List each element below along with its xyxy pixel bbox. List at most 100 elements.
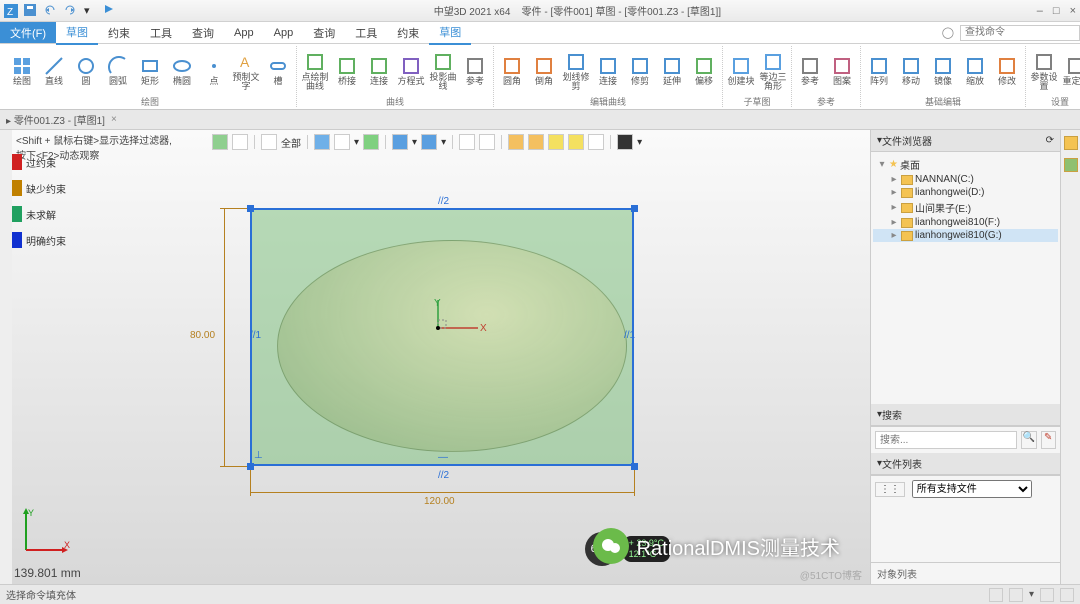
tool-icon[interactable] bbox=[232, 134, 248, 150]
file-filter-select[interactable]: 所有支持文件 bbox=[912, 480, 1032, 498]
dim-height[interactable]: 80.00 bbox=[190, 330, 215, 341]
undo-icon[interactable] bbox=[44, 4, 58, 18]
ribbon-button[interactable]: 绘图 bbox=[7, 48, 37, 94]
menu-tab-4[interactable]: App bbox=[264, 24, 304, 42]
ribbon-button[interactable]: 桥接 bbox=[332, 48, 362, 94]
menu-tab-3[interactable]: 查询 bbox=[303, 22, 345, 44]
ribbon-button[interactable]: 连接 bbox=[593, 48, 623, 94]
ribbon-button[interactable]: 槽 bbox=[263, 48, 293, 94]
tool-icon[interactable] bbox=[528, 134, 544, 150]
ribbon-button[interactable]: 镜像 bbox=[928, 48, 958, 94]
ribbon-button[interactable]: 椭圆 bbox=[167, 48, 197, 94]
menu-tab[interactable]: 草图 bbox=[56, 21, 98, 45]
minimize-button[interactable]: – bbox=[1037, 5, 1043, 17]
ribbon-button[interactable]: 修改 bbox=[992, 48, 1022, 94]
ribbon-button[interactable]: 圆弧 bbox=[103, 48, 133, 94]
dim-width[interactable]: 120.00 bbox=[424, 496, 455, 507]
tree-item[interactable]: ▸NANNAN(C:) bbox=[873, 173, 1058, 186]
tool-icon[interactable] bbox=[261, 134, 277, 150]
ribbon-button[interactable]: 方程式 bbox=[396, 48, 426, 94]
redo-icon[interactable] bbox=[64, 4, 78, 18]
close-button[interactable]: × bbox=[1070, 5, 1076, 17]
menu-tab-1[interactable]: 约束 bbox=[387, 22, 429, 44]
menu-tab[interactable]: 工具 bbox=[140, 22, 182, 44]
tree-item[interactable]: ▸lianhongwei(D:) bbox=[873, 186, 1058, 199]
tool-icon[interactable] bbox=[363, 134, 379, 150]
drive-tree[interactable]: ▾★桌面 ▸NANNAN(C:) ▸lianhongwei(D:) ▸山间果子(… bbox=[871, 152, 1060, 312]
view-mode-icon[interactable]: ⋮⋮ bbox=[875, 482, 905, 497]
ribbon-button[interactable]: 划线修剪 bbox=[561, 48, 591, 94]
tree-item[interactable]: ▸lianhongwei810(G:) bbox=[873, 229, 1058, 242]
tree-item[interactable]: ▸山间果子(E:) bbox=[873, 199, 1058, 216]
ribbon-button[interactable]: 参考 bbox=[460, 48, 490, 94]
file-menu[interactable]: 文件(F) bbox=[0, 22, 56, 43]
perf-gauge: 63% + 23.9°C12.1°C bbox=[585, 532, 670, 566]
tool-icon[interactable] bbox=[459, 134, 475, 150]
tool-icon[interactable] bbox=[617, 134, 633, 150]
tool-icon[interactable] bbox=[334, 134, 350, 150]
search-icon[interactable]: 🔍 bbox=[1021, 431, 1037, 449]
ribbon-button[interactable]: 移动 bbox=[896, 48, 926, 94]
ribbon-button[interactable]: 圆角 bbox=[497, 48, 527, 94]
constraint-legend: 过约束缺少约束未求解明确约束 bbox=[12, 154, 66, 258]
tool-icon[interactable] bbox=[479, 134, 495, 150]
ribbon-button[interactable]: 延伸 bbox=[657, 48, 687, 94]
tree-item[interactable]: ▸lianhongwei810(F:) bbox=[873, 216, 1058, 229]
scale-icon bbox=[964, 55, 986, 77]
menu-tab[interactable]: 约束 bbox=[98, 22, 140, 44]
ribbon-button[interactable]: 点绘制曲线 bbox=[300, 48, 330, 94]
ribbon-button[interactable]: 缩放 bbox=[960, 48, 990, 94]
command-search-input[interactable] bbox=[960, 25, 1080, 41]
status-icon[interactable] bbox=[989, 588, 1003, 602]
tool-icon[interactable] bbox=[548, 134, 564, 150]
ribbon-button[interactable]: 投影曲线 bbox=[428, 48, 458, 94]
document-tab[interactable]: ▸ 零件001.Z3 - [草图1] bbox=[6, 112, 105, 127]
save-icon[interactable] bbox=[24, 4, 38, 18]
play-icon[interactable] bbox=[104, 4, 118, 18]
ribbon: 绘图 直线 圆 圆弧 矩形 椭圆 点 A 预制文字 槽 绘图 点绘制曲线 bbox=[0, 44, 1080, 110]
ribbon-button[interactable]: 倒角 bbox=[529, 48, 559, 94]
tool-icon[interactable] bbox=[212, 134, 228, 150]
ribbon-button[interactable]: 参考 bbox=[795, 48, 825, 94]
ribbon-button[interactable]: 直线 bbox=[39, 48, 69, 94]
tool-icon[interactable] bbox=[508, 134, 524, 150]
strip-icon[interactable] bbox=[1064, 158, 1078, 172]
ribbon-button[interactable]: 修剪 bbox=[625, 48, 655, 94]
help-icon[interactable]: ◯ bbox=[942, 26, 954, 39]
menu-tab-2[interactable]: 工具 bbox=[345, 22, 387, 44]
ribbon-button[interactable]: 圆 bbox=[71, 48, 101, 94]
ribbon-button[interactable]: 参数设置 bbox=[1029, 48, 1059, 94]
menu-tab-0[interactable]: 草图 bbox=[429, 21, 471, 45]
tool-icon[interactable] bbox=[568, 134, 584, 150]
ribbon-button[interactable]: 创建块 bbox=[726, 48, 756, 94]
ribbon-button[interactable]: 点 bbox=[199, 48, 229, 94]
dropdown-icon[interactable]: ▾ bbox=[84, 4, 98, 18]
tool-icon[interactable] bbox=[588, 134, 604, 150]
close-tab-icon[interactable]: × bbox=[111, 114, 117, 125]
tool-icon[interactable] bbox=[421, 134, 437, 150]
ribbon-button[interactable]: 矩形 bbox=[135, 48, 165, 94]
ribbon-button[interactable]: 重定位 bbox=[1061, 48, 1080, 94]
menu-tab[interactable]: App bbox=[224, 24, 264, 42]
tool-icon[interactable] bbox=[392, 134, 408, 150]
ribbon-button[interactable]: 连接 bbox=[364, 48, 394, 94]
mod-icon bbox=[996, 55, 1018, 77]
ribbon-button[interactable]: 图案 bbox=[827, 48, 857, 94]
fillet-icon bbox=[501, 55, 523, 77]
maximize-button[interactable]: □ bbox=[1053, 5, 1060, 17]
ribbon-button[interactable]: 阵列 bbox=[864, 48, 894, 94]
status-icon[interactable] bbox=[1009, 588, 1023, 602]
clear-icon[interactable]: ✎ bbox=[1041, 431, 1057, 449]
tool-icon[interactable] bbox=[314, 134, 330, 150]
arc-icon bbox=[107, 55, 129, 77]
canvas[interactable]: <Shift + 鼠标右键>显示选择过滤器, 按下<F2>动态观察 过约束缺少约… bbox=[12, 130, 870, 584]
tree-item[interactable]: ▾★桌面 bbox=[873, 156, 1058, 173]
status-icon[interactable] bbox=[1040, 588, 1054, 602]
status-icon[interactable] bbox=[1060, 588, 1074, 602]
menu-tab[interactable]: 查询 bbox=[182, 22, 224, 44]
ribbon-button[interactable]: 等边三角形 bbox=[758, 48, 788, 94]
ribbon-button[interactable]: A 预制文字 bbox=[231, 48, 261, 94]
file-search-input[interactable] bbox=[875, 431, 1017, 449]
ribbon-button[interactable]: 偏移 bbox=[689, 48, 719, 94]
strip-folder-icon[interactable] bbox=[1064, 136, 1078, 150]
